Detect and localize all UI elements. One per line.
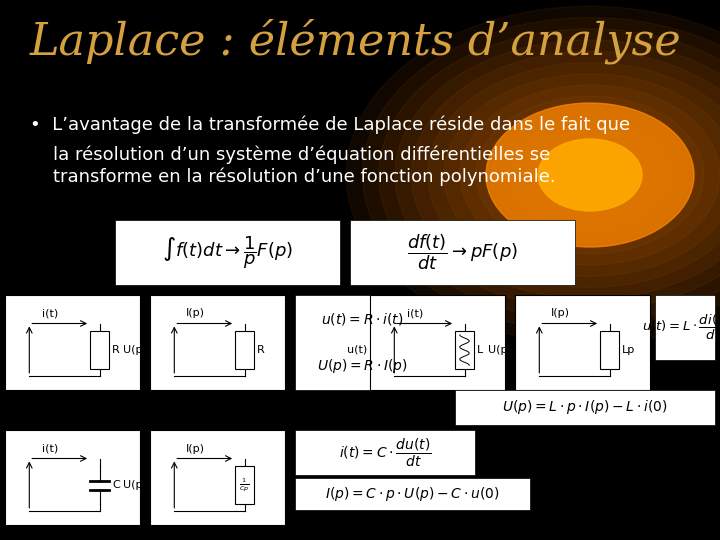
Bar	[235, 466, 254, 504]
Ellipse shape	[476, 96, 703, 254]
Text: R: R	[112, 345, 120, 355]
Text: la résolution d’un système d’équation différentielles se: la résolution d’un système d’équation di…	[30, 145, 550, 164]
Text: $i(t) = C \cdot \dfrac{du(t)}{dt}$: $i(t) = C \cdot \dfrac{du(t)}{dt}$	[338, 436, 431, 469]
Bar	[295, 430, 475, 475]
Text: $I(p) = C \cdot p \cdot U(p) - C \cdot u(0)$: $I(p) = C \cdot p \cdot U(p) - C \cdot u…	[325, 485, 500, 503]
Ellipse shape	[541, 141, 639, 209]
Bar	[350, 220, 575, 285]
Bar	[150, 430, 285, 525]
Bar	[5, 295, 140, 390]
Ellipse shape	[395, 40, 720, 310]
Ellipse shape	[538, 139, 642, 211]
Text: u(t): u(t)	[0, 480, 2, 490]
Text: i(t): i(t)	[42, 443, 58, 454]
Bar	[295, 478, 530, 510]
Text: I(p): I(p)	[186, 443, 205, 454]
Text: R: R	[257, 345, 265, 355]
Text: u(t): u(t)	[347, 345, 367, 355]
Text: $u(t) = L \cdot \dfrac{di(t)}{dt}$: $u(t) = L \cdot \dfrac{di(t)}{dt}$	[642, 313, 720, 342]
Text: I(p): I(p)	[551, 308, 570, 319]
Bar	[655, 295, 715, 360]
Ellipse shape	[509, 119, 671, 231]
Text: $\int f(t)dt \rightarrow \dfrac{1}{p}F(p)$: $\int f(t)dt \rightarrow \dfrac{1}{p}F(p…	[162, 234, 293, 271]
Ellipse shape	[492, 107, 688, 242]
Ellipse shape	[557, 152, 623, 198]
Bar	[150, 295, 285, 390]
Bar	[90, 331, 109, 369]
Ellipse shape	[574, 164, 606, 186]
Text: Laplace : éléments d’analyse: Laplace : éléments d’analyse	[30, 18, 682, 64]
Text: U(p): U(p)	[123, 480, 147, 490]
Text: L: L	[477, 345, 483, 355]
Ellipse shape	[428, 63, 720, 287]
Text: $U(p) = R \cdot I(p)$: $U(p) = R \cdot I(p)$	[317, 357, 408, 375]
Text: Lp: Lp	[622, 345, 635, 355]
Text: i(t): i(t)	[42, 308, 58, 319]
Text: U(p): U(p)	[123, 345, 147, 355]
Text: $\frac{1}{Cp}$: $\frac{1}{Cp}$	[239, 476, 250, 494]
Ellipse shape	[362, 17, 720, 333]
Text: $\dfrac{df(t)}{dt} \rightarrow pF(p)$: $\dfrac{df(t)}{dt} \rightarrow pF(p)$	[407, 233, 518, 272]
Ellipse shape	[411, 51, 720, 299]
Text: C: C	[112, 480, 120, 490]
Text: i(t): i(t)	[408, 308, 423, 319]
Bar	[515, 295, 650, 390]
Text: transforme en la résolution d’une fonction polynomiale.: transforme en la résolution d’une foncti…	[30, 168, 556, 186]
Text: I(p): I(p)	[186, 308, 205, 319]
Ellipse shape	[444, 74, 720, 276]
Bar	[455, 331, 474, 369]
Bar	[295, 295, 430, 390]
Bar	[370, 295, 505, 390]
Bar	[455, 390, 715, 425]
Bar	[5, 430, 140, 525]
Ellipse shape	[379, 29, 720, 321]
Ellipse shape	[525, 130, 655, 220]
Ellipse shape	[460, 85, 720, 265]
Text: $U(p) = L \cdot p \cdot I(p) - L \cdot i(0)$: $U(p) = L \cdot p \cdot I(p) - L \cdot i…	[503, 399, 667, 416]
Bar	[600, 331, 619, 369]
Bar	[115, 220, 340, 285]
Text: $u(t) = R \cdot i(t)$: $u(t) = R \cdot i(t)$	[321, 310, 404, 327]
Text: •  L’avantage de la transformée de Laplace réside dans le fait que: • L’avantage de la transformée de Laplac…	[30, 115, 630, 133]
Text: u(t): u(t)	[0, 345, 2, 355]
Bar	[235, 331, 254, 369]
Ellipse shape	[346, 6, 720, 344]
Text: U(p): U(p)	[488, 345, 512, 355]
Ellipse shape	[486, 103, 694, 247]
